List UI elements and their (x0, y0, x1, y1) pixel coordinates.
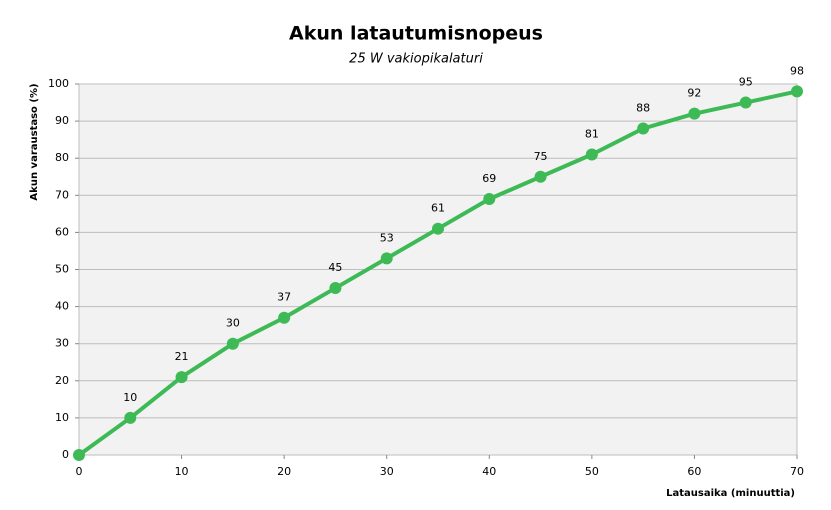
data-point (637, 122, 650, 135)
data-point (432, 222, 444, 235)
data-point (483, 193, 496, 206)
data-label: 88 (636, 102, 650, 115)
x-tick-label: 70 (790, 465, 804, 478)
x-tick-label: 0 (76, 465, 83, 478)
data-point (380, 252, 393, 265)
y-tick-label: 60 (55, 225, 69, 238)
data-point (124, 411, 137, 424)
y-tick-label: 0 (62, 448, 69, 461)
x-axis-label: Latausaika (minuuttia) (666, 488, 795, 499)
data-point (534, 170, 547, 183)
x-tick-label: 20 (277, 465, 291, 478)
data-label: 10 (123, 391, 137, 404)
y-tick-label: 50 (55, 263, 69, 276)
data-point (739, 96, 752, 109)
x-tick-label: 40 (482, 465, 496, 478)
x-tick-label: 50 (585, 465, 599, 478)
data-point (73, 449, 85, 461)
data-point (791, 85, 803, 98)
data-point (175, 371, 188, 384)
data-label: 98 (790, 64, 804, 77)
data-label: 21 (175, 350, 189, 363)
x-tick-label: 10 (175, 465, 189, 478)
y-axis-label: Akun varaustaso (%) (29, 83, 40, 200)
data-label: 95 (739, 76, 753, 89)
data-label: 53 (380, 231, 394, 244)
x-tick-label: 60 (687, 465, 701, 478)
y-tick-label: 90 (55, 114, 69, 127)
data-label: 92 (687, 87, 701, 100)
y-tick-label: 20 (55, 374, 69, 387)
data-label: 37 (277, 291, 291, 304)
x-tick-label: 30 (380, 465, 394, 478)
data-label: 45 (328, 261, 342, 274)
y-tick-label: 80 (55, 151, 69, 164)
y-tick-label: 30 (55, 337, 69, 350)
chart-title: Akun latautumisnopeus (289, 23, 543, 45)
data-label: 81 (585, 127, 599, 140)
data-label: 75 (534, 150, 548, 163)
data-label: 61 (431, 202, 445, 215)
y-tick-label: 100 (48, 77, 69, 90)
data-point (688, 107, 701, 120)
chart-subtitle: 25 W vakiopikalaturi (349, 52, 483, 67)
data-point (329, 282, 342, 295)
y-tick-label: 70 (55, 188, 69, 201)
data-label: 69 (482, 172, 496, 185)
y-tick-label: 40 (55, 300, 69, 313)
data-point (278, 311, 291, 324)
data-label: 30 (226, 317, 240, 330)
y-tick-label: 10 (55, 411, 69, 424)
data-point (585, 148, 598, 161)
data-point (226, 337, 239, 350)
